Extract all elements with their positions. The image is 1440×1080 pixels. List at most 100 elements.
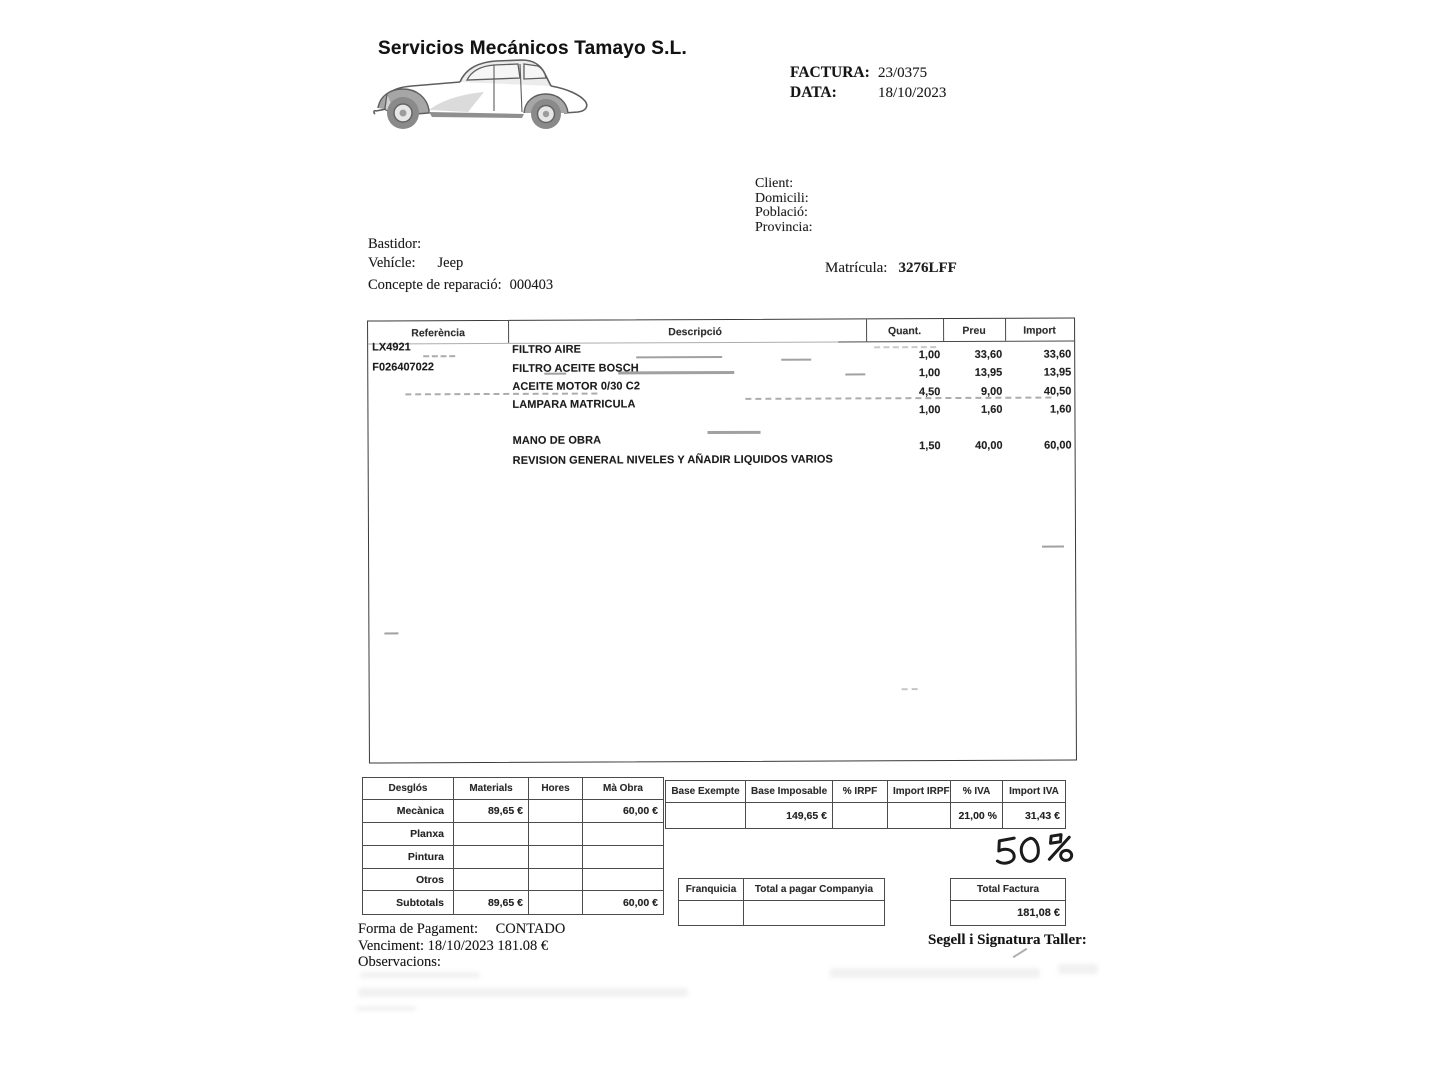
total-factura-header: Total Factura [950,878,1066,901]
scan-artifact [874,346,937,349]
scan-ghost-text [1058,964,1098,974]
scan-artifact [707,430,761,434]
franquicia-value [678,900,744,926]
scan-artifact [618,370,735,374]
vehicle-value: Jeep [437,255,464,271]
item-desc: FILTRO AIRE [512,343,582,356]
base-imposable-header: Base Imposable [745,780,833,803]
franquicia-table: Franquicia Total a pagar Companyia [678,878,885,926]
scan-ghost-text [360,972,480,978]
pen-mark-artifact [1012,947,1028,959]
item-ref: F026407022 [372,361,435,374]
scan-artifact [901,688,918,691]
item-desc: ACEITE MOTOR 0/30 C2 [512,380,641,393]
scan-artifact [544,372,567,375]
subtotals-hores [528,890,583,915]
pintura-hores [528,845,583,869]
planxa-hores [528,822,583,846]
pct-irpf-header: % IRPF [832,780,888,803]
row-label-pintura: Pintura [362,845,454,869]
item-desc: REVISION GENERAL NIVELES Y AÑADIR LIQUID… [512,453,833,467]
scan-artifact [745,396,1052,400]
desglos-header: Desglós [362,777,454,800]
ma-obra-header: Mà Obra [582,777,664,800]
items-table: Referència Descripció Quant. Preu Import… [367,317,1077,764]
col-header-descripcio: Descripció [668,325,722,339]
otros-ma-obra [582,868,664,891]
item-import: 1,60 [1049,403,1072,416]
item-import: 33,60 [1043,348,1072,361]
segell-signatura-label: Segell i Signatura Taller: [928,932,1087,948]
scan-artifact [845,373,866,376]
poblacio-label: Població: [755,205,808,220]
row-label-otros: Otros [362,868,454,891]
observacions-label: Observacions: [358,954,441,970]
matricula-label: Matrícula: [825,260,888,276]
item-import: 13,95 [1043,366,1072,379]
col-header-import: Import [1023,324,1056,337]
forma-pagament-label: Forma de Pagament: [358,921,479,937]
base-exempte-header: Base Exempte [665,780,746,803]
handwritten-50-percent-note [992,830,1080,876]
pintura-materials [453,845,529,869]
mecanica-materials: 89,65 € [453,799,529,823]
total-factura-value: 181,08 € [950,900,1066,926]
domicili-label: Domicili: [755,191,809,206]
vehicle-label: Vehícle: [368,255,416,271]
pct-iva-header: % IVA [950,780,1003,803]
col-header-referencia: Referència [411,327,465,340]
hores-header: Hores [528,777,583,800]
item-desc: LAMPARA MATRICULA [512,398,636,411]
scan-artifact [636,355,723,359]
scan-ghost-text [356,1006,416,1011]
concepte-value: 000403 [509,277,554,293]
pintura-ma-obra [582,845,664,869]
import-iva-header: Import IVA [1002,780,1066,803]
otros-hores [528,868,583,891]
item-import: 60,00 [1044,439,1072,452]
planxa-ma-obra [582,822,664,846]
import-irpf-header: Import IRPF [887,780,951,803]
scan-artifact [423,355,456,358]
row-label-planxa: Planxa [362,822,454,846]
tax-table: Base Exempte Base Imposable % IRPF Impor… [665,780,1066,829]
data-label: DATA: [790,84,837,101]
scan-ghost-text [830,968,1040,978]
provincia-label: Provincia: [755,220,813,235]
scan-artifact [1042,545,1065,548]
pct-iva-value: 21,00 % [950,802,1003,829]
company-name: Servicios Mecánicos Tamayo S.L. [378,38,687,59]
factura-label: FACTURA: [790,64,870,81]
concepte-label: Concepte de reparació: [368,277,502,293]
factura-number: 23/0375 [878,65,928,81]
base-exempte-value [665,802,746,829]
desglos-table: Desglós Materials Hores Mà Obra Mecànica… [362,777,664,915]
item-ref: LX4921 [372,341,411,354]
row-label-mecanica: Mecànica [362,799,454,823]
mecanica-ma-obra: 60,00 € [582,799,664,823]
import-iva-value: 31,43 € [1002,802,1066,829]
header-underline [368,341,839,345]
base-imposable-value: 149,65 € [745,802,833,829]
vintage-car-logo [372,56,597,138]
item-desc: MANO DE OBRA [512,434,602,447]
scan-artifact [384,632,399,635]
mecanica-hores [528,799,583,823]
vintage-car-icon [373,59,588,129]
header-underline [838,340,1075,343]
materials-header: Materials [453,777,529,800]
forma-pagament-value: CONTADO [495,921,566,937]
scan-artifact [405,392,598,396]
venciment-line: Venciment: 18/10/2023 181.08 € [358,937,549,954]
subtotals-ma-obra: 60,00 € [582,890,664,915]
otros-materials [453,868,529,891]
matricula-value: 3276LFF [898,260,957,276]
col-header-preu: Preu [962,324,986,337]
bastidor-label: Bastidor: [368,236,422,252]
invoice-date: 18/10/2023 [878,85,947,101]
row-label-subtotals: Subtotals [362,890,454,915]
import-irpf-value [887,802,951,829]
total-factura-table: Total Factura 181,08 € [950,878,1066,926]
franquicia-header: Franquicia [678,878,744,901]
col-header-quant: Quant. [887,325,922,338]
